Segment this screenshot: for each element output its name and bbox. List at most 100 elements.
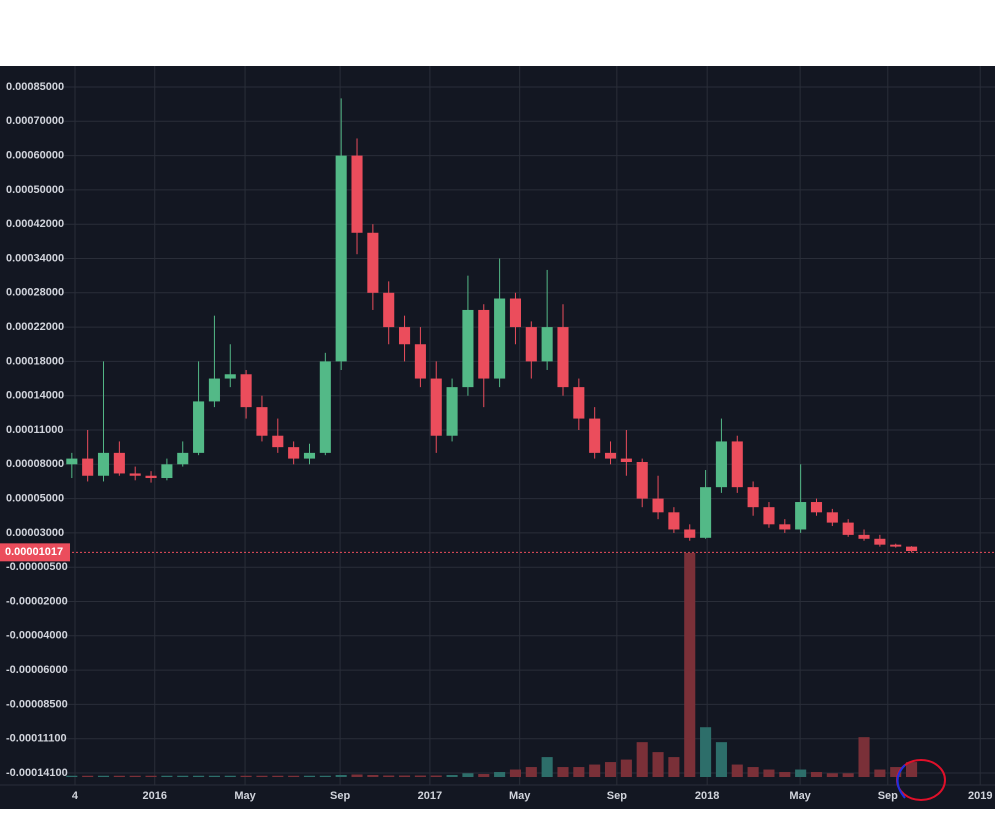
candle-body <box>430 378 442 436</box>
volume-bar <box>636 742 648 777</box>
y-tick-label: -0.00008500 <box>6 698 68 710</box>
y-tick-label: 0.00028000 <box>6 287 64 299</box>
x-tick-label: Sep <box>607 790 627 802</box>
y-tick-label: 0.00008000 <box>6 458 64 470</box>
volume-bar <box>303 775 316 777</box>
volume-bar <box>367 775 379 777</box>
candle-body <box>208 378 220 402</box>
x-tick-label: May <box>789 790 811 802</box>
volume-bar <box>747 767 759 777</box>
volume-bar <box>97 775 110 777</box>
candle-body <box>414 344 426 379</box>
candle-body <box>731 441 743 488</box>
candle-body <box>589 418 601 453</box>
candle-body <box>256 407 268 436</box>
candle-body <box>272 435 284 448</box>
candle-body <box>113 452 125 474</box>
x-tick-label: 4 <box>72 790 79 802</box>
x-tick-label: May <box>234 790 256 802</box>
candle-body <box>795 502 807 530</box>
y-tick-label: 0.00003000 <box>6 527 64 539</box>
candle-body <box>668 512 680 530</box>
volume-bar <box>193 775 205 777</box>
candle-body <box>383 292 395 328</box>
candle-body <box>319 361 331 453</box>
candle-body <box>826 512 838 523</box>
volume-bar <box>525 767 537 777</box>
candle-body <box>193 401 205 453</box>
candle-body <box>351 155 363 233</box>
candle-body <box>145 475 157 479</box>
volume-bar <box>842 773 854 777</box>
volume-bar <box>462 773 474 777</box>
candle-body <box>652 498 664 513</box>
candle-body <box>763 507 775 525</box>
y-tick-label: 0.00011000 <box>6 424 64 436</box>
volume-bar <box>763 769 775 777</box>
y-tick-label: 0.00050000 <box>6 184 64 196</box>
volume-bar <box>684 553 696 777</box>
volume-bar <box>383 775 395 777</box>
candle-body <box>177 452 189 465</box>
candle-body <box>890 544 902 547</box>
y-tick-label: -0.00000500 <box>6 561 68 573</box>
candle-body <box>525 327 537 362</box>
candle-body <box>604 452 617 459</box>
volume-bar <box>399 775 411 777</box>
candle-body <box>715 441 727 488</box>
x-tick-label: 2017 <box>418 790 442 802</box>
volume-bar <box>620 759 632 777</box>
volume-bar <box>715 742 727 777</box>
volume-bar <box>478 774 490 777</box>
y-tick-label: -0.00006000 <box>6 664 68 676</box>
volume-bar <box>224 775 236 777</box>
candle-body <box>399 327 411 345</box>
candle-body <box>906 546 918 552</box>
candle-body <box>779 524 791 530</box>
volume-bar <box>700 727 712 777</box>
x-tick-label: May <box>509 790 531 802</box>
candle-body <box>97 452 110 476</box>
y-tick-label: 0.00042000 <box>6 218 64 230</box>
candle-body <box>240 374 252 408</box>
volume-bar <box>414 775 426 777</box>
y-tick-label: 0.00060000 <box>6 150 64 162</box>
volume-bar <box>858 737 870 777</box>
candle-body <box>446 387 458 436</box>
plot: 0.00085000 0.00070000 0.00060000 0.00050000… <box>0 66 995 802</box>
volume-bar <box>731 764 743 777</box>
volume-bar <box>494 772 506 777</box>
volume-bar <box>589 764 601 777</box>
candle-body <box>224 374 236 379</box>
x-tick-label: Sep <box>878 790 898 802</box>
y-tick-label: 0.00034000 <box>6 252 64 264</box>
volume-bar <box>668 757 680 777</box>
volume-bar <box>129 775 141 777</box>
y-tick-label: -0.00002000 <box>6 595 68 607</box>
candle-body <box>288 447 300 459</box>
candle-body <box>82 458 94 476</box>
candle-body <box>303 452 316 459</box>
x-tick-label: Sep <box>330 790 350 802</box>
candle-body <box>747 487 759 508</box>
volume-bar <box>557 767 569 777</box>
candle-body <box>636 462 648 499</box>
volume-bar <box>604 762 617 777</box>
volume-bar <box>113 775 125 777</box>
y-tick-label: 0.00085000 <box>6 81 64 93</box>
y-tick-label: -0.00004000 <box>6 630 68 642</box>
volume-bar <box>652 752 664 777</box>
volume-bar <box>573 767 585 777</box>
candle-body <box>161 464 173 479</box>
volume-bar <box>541 757 553 777</box>
candle-body <box>367 232 379 293</box>
volume-bar <box>446 775 458 777</box>
volume-bar <box>826 773 838 777</box>
candle-body <box>66 458 78 465</box>
candle-body <box>494 298 506 379</box>
volume-bar <box>319 775 331 777</box>
candle-body <box>573 387 585 419</box>
volume-bar <box>145 775 157 777</box>
x-tick-label: 2018 <box>695 790 719 802</box>
